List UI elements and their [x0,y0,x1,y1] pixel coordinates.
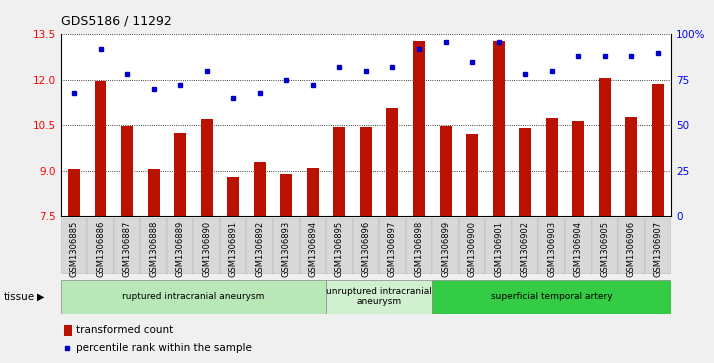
Bar [121,126,133,216]
Bar [353,218,379,274]
Text: GSM1306905: GSM1306905 [600,221,609,277]
Bar [307,168,319,216]
Text: GSM1306903: GSM1306903 [547,221,556,277]
Bar [413,41,425,216]
Bar [459,218,486,274]
Text: ▶: ▶ [37,291,45,302]
Bar [227,177,239,216]
Bar [379,218,406,274]
Bar [273,218,300,274]
Bar [167,218,193,274]
Bar [625,117,638,216]
Bar [406,218,432,274]
Bar [253,162,266,216]
Bar [565,218,591,274]
Bar [300,218,326,274]
Bar [432,218,459,274]
Bar [246,218,273,274]
Text: GSM1306898: GSM1306898 [415,221,423,277]
Text: GSM1306899: GSM1306899 [441,221,450,277]
Bar [545,118,558,216]
Text: tissue: tissue [4,291,35,302]
Bar [64,325,71,336]
Text: GSM1306890: GSM1306890 [202,221,211,277]
Bar [652,85,664,216]
Bar [599,78,610,216]
Bar [281,174,292,216]
Text: GSM1306886: GSM1306886 [96,221,105,277]
Text: GSM1306888: GSM1306888 [149,221,158,277]
Bar [201,119,213,216]
Bar [333,127,346,216]
Bar [386,108,398,216]
Bar [519,128,531,216]
Text: GSM1306902: GSM1306902 [521,221,530,277]
Bar [193,218,220,274]
Bar [220,218,246,274]
Bar [573,121,584,216]
Text: GSM1306906: GSM1306906 [627,221,636,277]
Bar [512,218,538,274]
Bar [432,280,671,314]
Text: GSM1306894: GSM1306894 [308,221,317,277]
Text: GSM1306896: GSM1306896 [361,221,371,277]
Bar [493,41,505,216]
Text: ruptured intracranial aneurysm: ruptured intracranial aneurysm [122,292,265,301]
Bar [360,127,372,216]
Text: GDS5186 / 11292: GDS5186 / 11292 [61,15,171,28]
Text: GSM1306891: GSM1306891 [228,221,238,277]
Bar [87,218,114,274]
Bar [61,280,326,314]
Text: GSM1306885: GSM1306885 [69,221,79,277]
Bar [326,280,432,314]
Bar [486,218,512,274]
Bar [591,218,618,274]
Bar [645,218,671,274]
Bar [440,126,451,216]
Text: GSM1306900: GSM1306900 [468,221,476,277]
Bar [618,218,645,274]
Bar [68,169,80,216]
Bar [326,218,353,274]
Bar [114,218,141,274]
Bar [148,169,159,216]
Text: GSM1306889: GSM1306889 [176,221,185,277]
Text: GSM1306892: GSM1306892 [256,221,264,277]
Text: transformed count: transformed count [76,325,174,335]
Text: GSM1306895: GSM1306895 [335,221,344,277]
Text: GSM1306904: GSM1306904 [574,221,583,277]
Bar [61,218,87,274]
Text: GSM1306897: GSM1306897 [388,221,397,277]
Text: GSM1306901: GSM1306901 [494,221,503,277]
Text: GSM1306893: GSM1306893 [282,221,291,277]
Text: GSM1306907: GSM1306907 [653,221,663,277]
Bar [538,218,565,274]
Bar [94,81,106,216]
Text: superficial temporal artery: superficial temporal artery [491,292,613,301]
Bar [466,134,478,216]
Text: GSM1306887: GSM1306887 [123,221,131,277]
Bar [141,218,167,274]
Bar [174,133,186,216]
Text: unruptured intracranial
aneurysm: unruptured intracranial aneurysm [326,287,432,306]
Text: percentile rank within the sample: percentile rank within the sample [76,343,252,353]
